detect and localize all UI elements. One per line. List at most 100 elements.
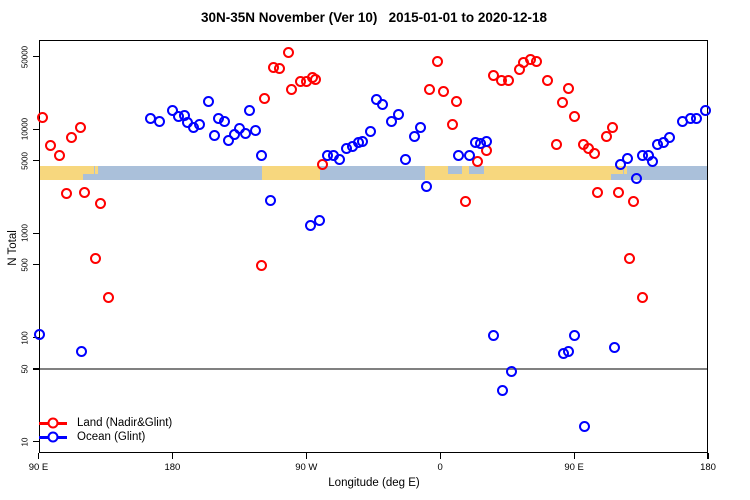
- data-point-ocean: [218, 116, 230, 128]
- band-segment-ocean: [638, 166, 708, 181]
- data-point-land: [556, 97, 568, 109]
- data-point-land: [309, 74, 321, 86]
- data-point-ocean: [452, 150, 464, 162]
- band-segment-ocean: [108, 166, 262, 181]
- data-point-ocean: [614, 159, 626, 171]
- land-line-marker: [39, 417, 67, 429]
- data-point-ocean: [421, 181, 433, 193]
- data-point-ocean: [314, 215, 326, 227]
- legend-item-ocean: Ocean (Glint): [39, 430, 172, 444]
- x-tick-label: 0: [437, 462, 443, 473]
- data-point-land: [437, 86, 449, 98]
- y-tick-label: 10000: [20, 118, 29, 141]
- data-point-ocean: [497, 385, 509, 397]
- data-point-ocean: [250, 125, 262, 137]
- data-point-land: [44, 140, 56, 152]
- data-point-land: [541, 75, 553, 87]
- data-point-ocean: [579, 420, 590, 432]
- data-point-land: [256, 260, 268, 272]
- y-tick-label: 10: [20, 437, 29, 447]
- data-point-ocean: [400, 154, 412, 166]
- x-tick: [37, 453, 40, 459]
- band-mixed-patch: [83, 166, 94, 174]
- data-point-ocean: [202, 96, 214, 108]
- y-tick-label: 50000: [20, 45, 29, 68]
- y-tick-label: 50: [20, 364, 29, 374]
- data-point-land: [259, 93, 271, 105]
- data-point-ocean: [256, 150, 268, 162]
- reference-line: [38, 368, 708, 370]
- legend-label-ocean: Ocean (Glint): [77, 431, 146, 443]
- data-point-ocean: [333, 154, 345, 166]
- data-point-ocean: [76, 346, 88, 358]
- data-point-ocean: [34, 328, 46, 340]
- data-point-land: [623, 252, 635, 264]
- x-tick-label: 90 W: [295, 462, 318, 473]
- data-point-ocean: [690, 113, 702, 125]
- data-point-land: [568, 111, 580, 123]
- data-point-ocean: [357, 135, 369, 147]
- data-point-ocean: [223, 135, 235, 147]
- data-point-ocean: [608, 342, 620, 354]
- y-tick: [32, 55, 39, 58]
- band-segment-land: [425, 166, 442, 181]
- y-tick-label: 1000: [20, 224, 29, 243]
- data-point-ocean: [239, 127, 251, 139]
- data-point-land: [317, 159, 329, 171]
- data-point-land: [74, 122, 86, 134]
- band-segment-land: [261, 166, 320, 181]
- legend-label-land: Land (Nadir&Glint): [77, 417, 173, 429]
- data-point-ocean: [265, 195, 277, 207]
- data-point-land: [446, 119, 458, 131]
- y-tick: [32, 128, 39, 130]
- data-point-land: [285, 84, 297, 96]
- data-point-ocean: [153, 115, 165, 127]
- x-tick-label: 180: [700, 462, 716, 473]
- data-point-land: [424, 84, 436, 96]
- y-tick: [32, 160, 39, 162]
- data-point-ocean: [464, 150, 476, 162]
- data-point-ocean: [631, 172, 643, 184]
- x-tick: [171, 453, 173, 459]
- y-tick: [32, 441, 39, 443]
- data-point-ocean: [208, 130, 220, 142]
- band-segment-coast: [83, 166, 109, 181]
- band-segment-med: [441, 166, 494, 181]
- y-tick-label: 5000: [20, 151, 29, 170]
- data-point-ocean: [193, 119, 205, 131]
- data-point-ocean: [562, 346, 574, 358]
- band-segment-land: [493, 166, 612, 181]
- data-point-land: [613, 187, 625, 199]
- legend-item-land: Land (Nadir&Glint): [39, 416, 172, 430]
- x-tick-label: 180: [164, 462, 181, 473]
- data-point-ocean: [376, 99, 388, 111]
- data-point-land: [61, 188, 73, 200]
- y-tick: [32, 264, 39, 266]
- data-point-land: [550, 139, 562, 151]
- data-point-land: [607, 122, 619, 134]
- data-point-ocean: [409, 130, 421, 142]
- y-tick: [32, 232, 39, 235]
- data-point-ocean: [663, 132, 675, 144]
- data-point-ocean: [622, 152, 634, 164]
- data-point-land: [531, 56, 543, 68]
- y-tick-label: 100: [20, 330, 29, 345]
- data-point-land: [89, 252, 101, 264]
- ocean-circle-icon: [47, 431, 59, 443]
- band-segment-ocean: [319, 166, 426, 181]
- data-point-ocean: [415, 122, 427, 134]
- data-point-land: [589, 148, 601, 160]
- x-tick: [573, 453, 575, 459]
- x-tick: [707, 453, 709, 459]
- band-mixed-patch: [468, 166, 485, 174]
- y-tick: [32, 368, 39, 370]
- data-point-ocean: [393, 108, 405, 120]
- data-point-land: [592, 187, 604, 199]
- data-point-land: [562, 83, 574, 95]
- data-point-land: [79, 187, 91, 199]
- data-point-land: [274, 63, 286, 75]
- data-point-ocean: [647, 156, 659, 168]
- band-mixed-patch: [447, 166, 463, 174]
